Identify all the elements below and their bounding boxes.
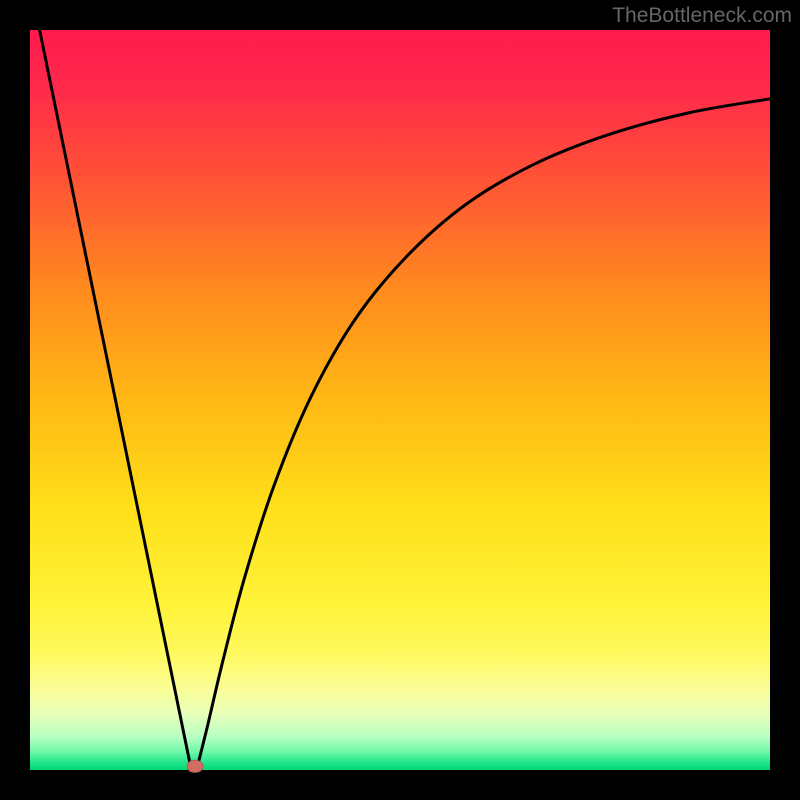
- chart-container: TheBottleneck.com: [0, 0, 800, 800]
- plot-background: [30, 30, 770, 770]
- optimal-marker: [187, 760, 203, 772]
- watermark-text: TheBottleneck.com: [612, 4, 792, 28]
- chart-svg: [0, 0, 800, 800]
